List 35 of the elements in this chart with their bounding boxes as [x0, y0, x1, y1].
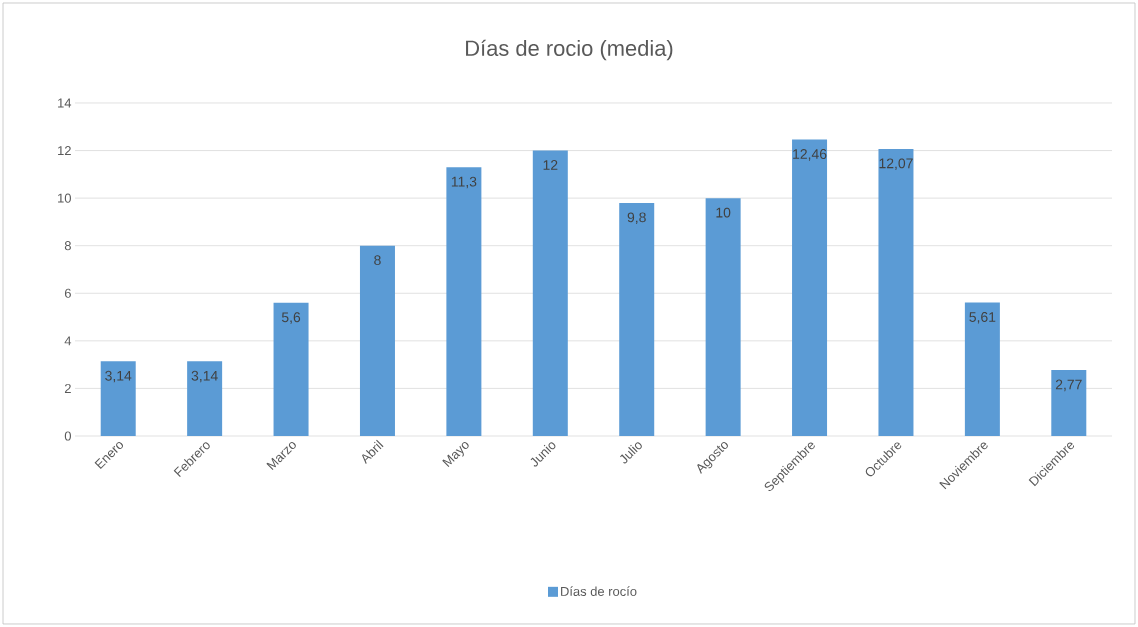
- data-label: 2,77: [1055, 379, 1082, 392]
- data-label: 5,61: [969, 312, 996, 324]
- y-tick-label: 12: [58, 146, 71, 156]
- data-label: 5,6: [281, 312, 301, 324]
- y-tick-label: 2: [64, 383, 71, 393]
- bar: [359, 245, 395, 436]
- bar: [273, 302, 309, 436]
- data-label: 3,14: [191, 370, 218, 383]
- bar: [964, 302, 1000, 436]
- bar: [532, 150, 568, 436]
- y-tick-label: 4: [64, 336, 72, 346]
- bar: [705, 198, 741, 436]
- bar: [100, 361, 136, 436]
- bar: [792, 139, 828, 436]
- bar: [619, 202, 655, 436]
- data-label: 12,46: [793, 149, 827, 161]
- bar: [1051, 370, 1087, 436]
- data-label: 8: [374, 255, 381, 266]
- bar: [878, 148, 914, 436]
- bar: [187, 361, 223, 436]
- data-label: 10: [716, 207, 731, 218]
- chart-title: Días de rocio (media): [466, 39, 673, 61]
- bar: [446, 167, 482, 436]
- y-tick-label: 10: [58, 193, 71, 203]
- legend-label: Días de rocío: [561, 586, 637, 596]
- data-label: 12: [543, 160, 558, 170]
- y-tick-label: 8: [64, 241, 71, 251]
- data-label: 11,3: [451, 176, 477, 189]
- data-label: 3,14: [105, 370, 132, 383]
- data-label: 9,8: [627, 212, 646, 224]
- y-tick-label: 6: [64, 288, 71, 298]
- y-tick-label: 0: [64, 431, 71, 441]
- y-tick-label: 14: [58, 98, 72, 108]
- data-label: 12,07: [879, 158, 913, 170]
- x-tick-label: Julio: [620, 442, 642, 464]
